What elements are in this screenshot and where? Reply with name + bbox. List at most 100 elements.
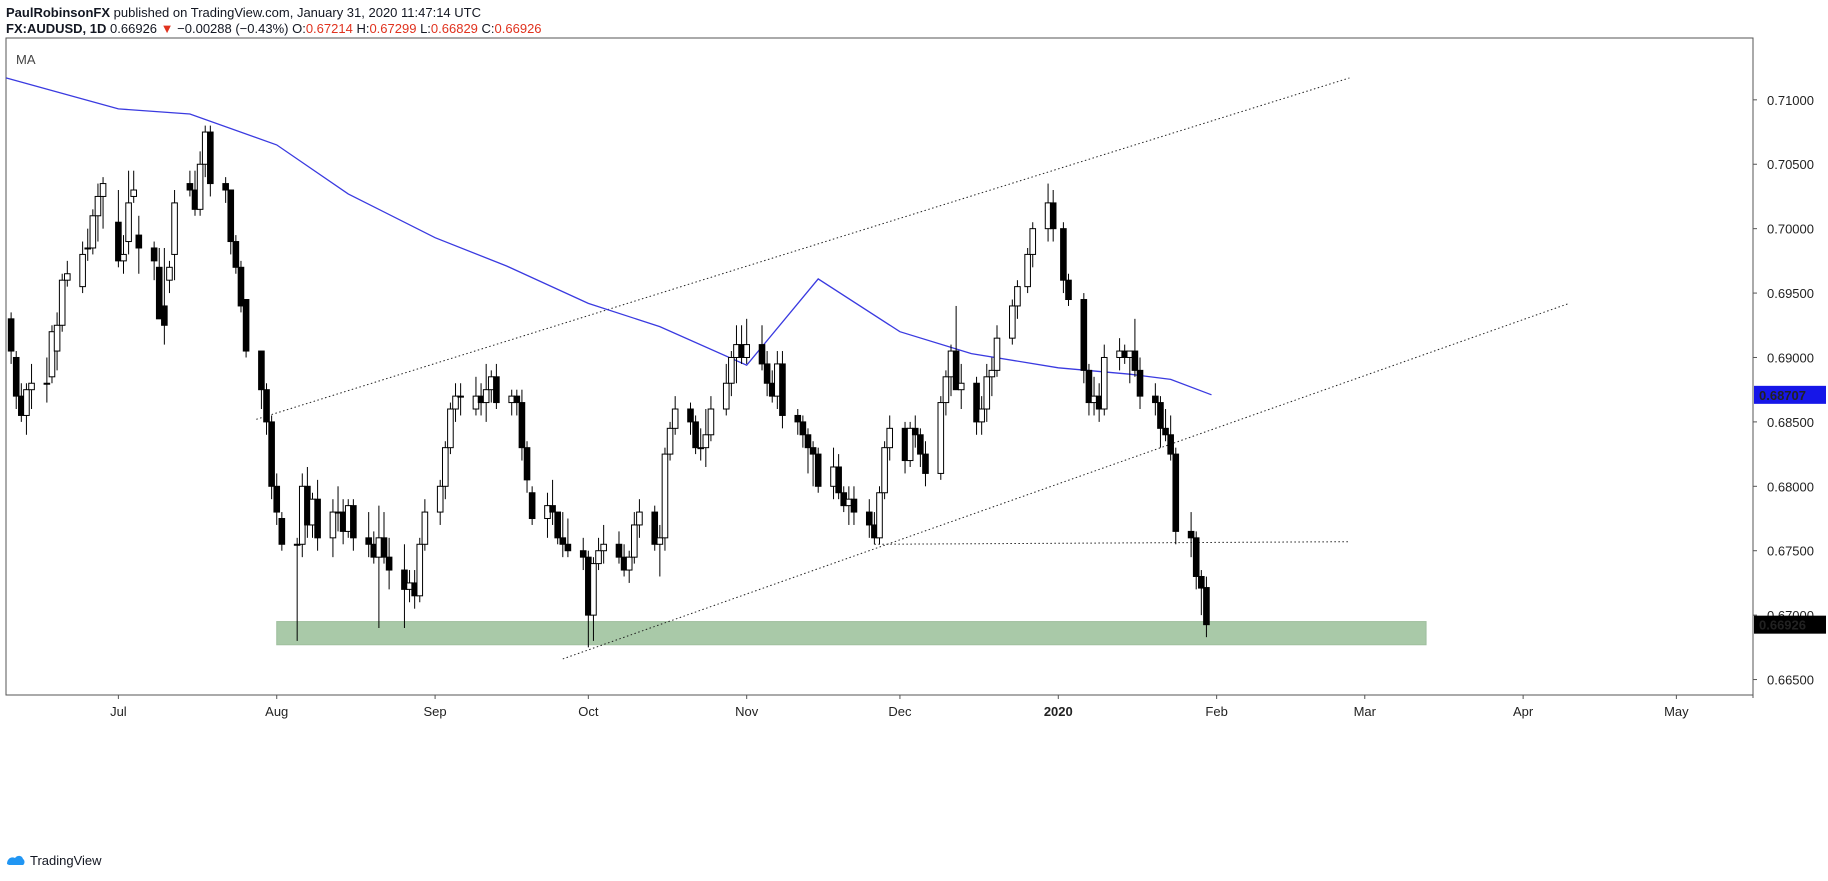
- candle-body: [728, 356, 735, 384]
- candle-body: [130, 189, 138, 197]
- last-price-tag-bg: [1754, 615, 1826, 634]
- y-tick-label: 0.69500: [1767, 286, 1814, 301]
- y-tick-label: 0.71000: [1767, 93, 1814, 108]
- candle-body: [763, 363, 771, 384]
- trend-line-1: [256, 77, 1350, 420]
- y-tick-label: 0.70000: [1767, 222, 1814, 237]
- candle-body: [263, 389, 270, 423]
- candle-body: [906, 427, 914, 462]
- candle-body: [94, 195, 102, 217]
- candle-body: [48, 331, 56, 378]
- candle-body: [779, 363, 786, 416]
- x-tick-label: May: [1664, 704, 1689, 719]
- candle-body: [671, 408, 679, 429]
- candle-body: [166, 266, 173, 281]
- ma-price-tag: 0.68707: [1759, 388, 1806, 403]
- candle-body: [120, 253, 127, 262]
- author-name[interactable]: PaulRobinsonFX: [6, 5, 110, 20]
- candle-body: [988, 369, 996, 378]
- candle-body: [518, 402, 526, 449]
- footer-brand[interactable]: TradingView: [30, 853, 102, 868]
- candle-body: [99, 183, 107, 197]
- candle-body: [983, 376, 991, 410]
- candle-body: [1172, 453, 1180, 532]
- candle-body: [528, 492, 536, 520]
- candle-body: [978, 408, 985, 423]
- y-tick-label: 0.70500: [1767, 157, 1814, 172]
- candle-body: [952, 350, 960, 391]
- candle-body: [1060, 228, 1067, 281]
- candle-body: [702, 434, 710, 449]
- candle-body: [625, 556, 633, 571]
- candle-body: [809, 447, 817, 455]
- candle-body: [237, 266, 245, 307]
- candle-body: [1085, 369, 1093, 404]
- ma-price-tag-bg: [1754, 385, 1826, 404]
- candle-body: [23, 389, 30, 416]
- candle-body: [278, 518, 286, 545]
- candle-body: [615, 543, 623, 558]
- x-tick-label: Aug: [265, 704, 288, 719]
- last-price-tag: 0.66926: [1759, 618, 1806, 633]
- candle-body: [115, 221, 122, 262]
- x-tick-label: Nov: [735, 704, 759, 719]
- candle-body: [493, 376, 500, 404]
- low-label: L:: [420, 21, 431, 36]
- candle-body: [1162, 427, 1169, 436]
- candle-body: [743, 344, 750, 358]
- candle-body: [1009, 305, 1016, 339]
- candle-body: [590, 563, 597, 616]
- symbol-label[interactable]: FX:AUDUSD, 1D: [6, 21, 107, 36]
- candle-body: [452, 395, 459, 410]
- open-label: O:: [292, 21, 306, 36]
- candle-body: [692, 421, 699, 449]
- candle-body: [549, 505, 556, 513]
- down-arrow-icon: ▼: [160, 21, 174, 36]
- candle-body: [1152, 395, 1159, 404]
- candle-body: [1198, 575, 1205, 589]
- candle-body: [942, 376, 950, 404]
- candle-body: [937, 402, 945, 474]
- x-tick-label: Feb: [1205, 704, 1227, 719]
- candle-body: [876, 492, 883, 539]
- candle-body: [1014, 286, 1021, 307]
- chart-header: PaulRobinsonFX published on TradingView.…: [6, 4, 481, 21]
- close-value: 0.66926: [494, 21, 542, 36]
- candle-body: [161, 305, 168, 326]
- candle-body: [28, 382, 35, 391]
- candle-body: [53, 324, 61, 352]
- candle-body: [482, 389, 490, 404]
- candle-body: [595, 550, 602, 565]
- candle-body: [865, 511, 873, 526]
- candle-body: [799, 421, 807, 436]
- candle-body: [631, 524, 638, 558]
- candle-body: [125, 202, 132, 243]
- candle-body: [89, 215, 97, 249]
- candle-body: [1100, 356, 1108, 410]
- candle-body: [58, 279, 66, 326]
- candle-body: [171, 202, 178, 255]
- candle-body: [1187, 530, 1195, 539]
- candle-body: [79, 253, 86, 288]
- candle-body: [222, 183, 229, 191]
- candle-body: [227, 189, 235, 243]
- candle-body: [881, 447, 888, 494]
- candle-body: [656, 537, 664, 545]
- candle-body: [1024, 253, 1031, 288]
- support-zone: [276, 621, 1427, 646]
- candle-body: [1131, 350, 1139, 371]
- candle-body: [600, 543, 607, 552]
- candle-body: [523, 447, 531, 481]
- candle-body: [63, 273, 71, 281]
- candle-body: [155, 266, 163, 320]
- tradingview-logo-icon: [7, 855, 25, 865]
- candle-body: [457, 395, 464, 398]
- publish-info: published on TradingView.com, January 31…: [113, 5, 481, 20]
- candle-body: [135, 234, 143, 249]
- candle-body: [421, 511, 429, 545]
- ma-indicator-label[interactable]: MA: [16, 52, 36, 67]
- candle-body: [7, 318, 15, 352]
- candle-body: [1065, 279, 1072, 301]
- candle-body: [385, 556, 393, 571]
